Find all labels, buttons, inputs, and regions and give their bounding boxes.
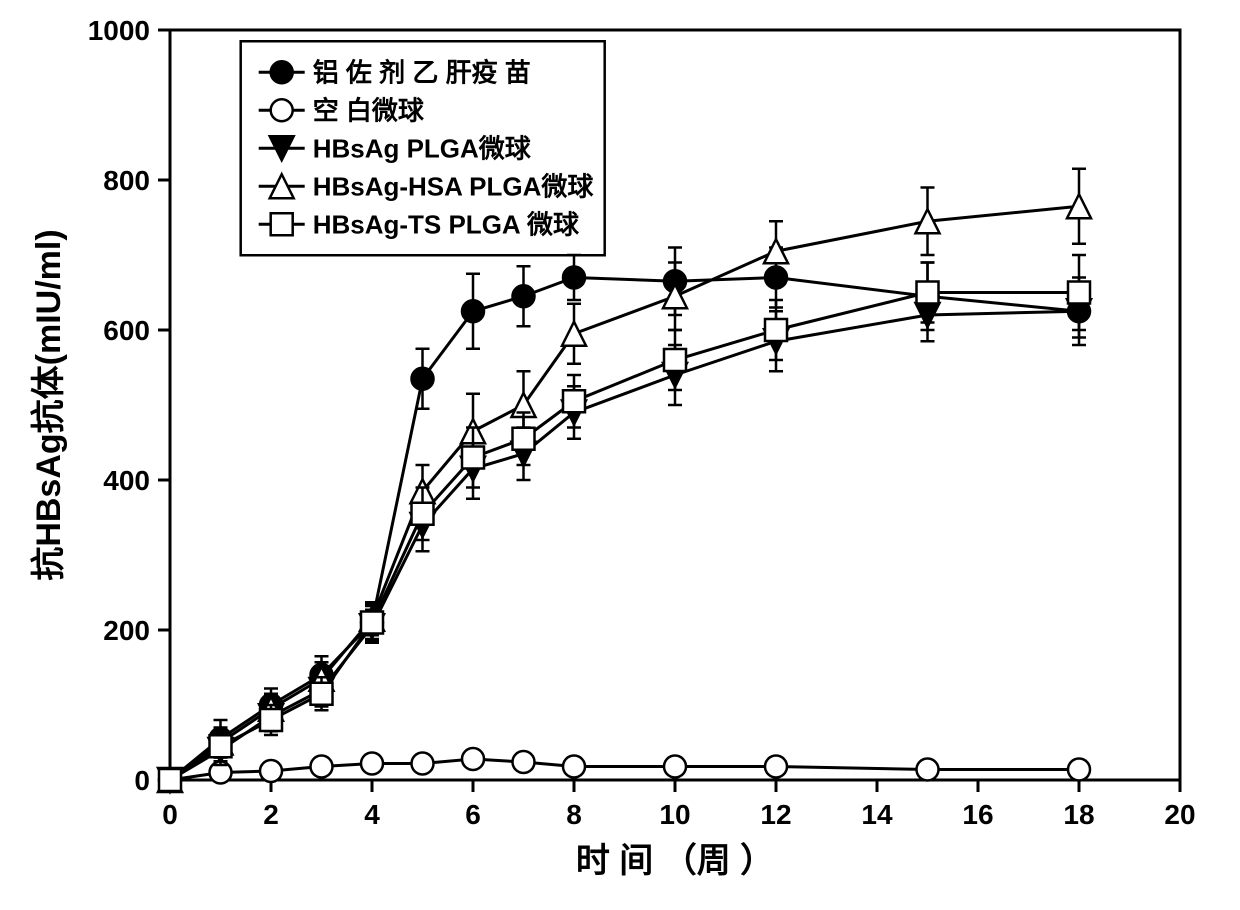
- svg-text:600: 600: [103, 315, 150, 346]
- legend-label-ts: HBsAg-TS PLGA 微球: [313, 209, 580, 239]
- svg-text:6: 6: [465, 799, 481, 830]
- legend-label-alum: 铝 佐 剂 乙 肝疫 苗: [313, 57, 531, 87]
- series-plga: [158, 285, 1091, 792]
- svg-text:0: 0: [134, 765, 150, 796]
- legend: 铝 佐 剂 乙 肝疫 苗空 白微球 HBsAg PLGA微球 HBsAg-HSA P…: [241, 41, 605, 255]
- series-ts: [159, 255, 1090, 791]
- y-axis-label: 抗HBsAg抗体(mIU/ml): [29, 229, 68, 580]
- svg-text:0: 0: [162, 799, 178, 830]
- svg-text:18: 18: [1063, 799, 1094, 830]
- svg-text:400: 400: [103, 465, 150, 496]
- svg-text:1000: 1000: [88, 15, 150, 46]
- svg-text:8: 8: [566, 799, 582, 830]
- svg-text:16: 16: [962, 799, 993, 830]
- legend-label-hsa: HBsAg-HSA PLGA微球: [313, 171, 595, 201]
- svg-text:20: 20: [1164, 799, 1195, 830]
- chart-svg: 0246810121416182002004006008001000时 间 （周…: [0, 0, 1240, 910]
- series-blank: [159, 748, 1090, 791]
- legend-label-blank: 空 白微球: [313, 95, 425, 125]
- svg-text:4: 4: [364, 799, 380, 830]
- series-alum: [159, 248, 1090, 792]
- svg-text:800: 800: [103, 165, 150, 196]
- chart-container: 0246810121416182002004006008001000时 间 （周…: [0, 0, 1240, 910]
- svg-text:12: 12: [760, 799, 791, 830]
- svg-text:10: 10: [659, 799, 690, 830]
- x-axis-label: 时 间 （周 ）: [576, 841, 774, 880]
- svg-text:200: 200: [103, 615, 150, 646]
- svg-text:14: 14: [861, 799, 893, 830]
- svg-text:2: 2: [263, 799, 279, 830]
- legend-label-plga: HBsAg PLGA微球: [313, 133, 532, 163]
- series-hsa: [158, 169, 1091, 792]
